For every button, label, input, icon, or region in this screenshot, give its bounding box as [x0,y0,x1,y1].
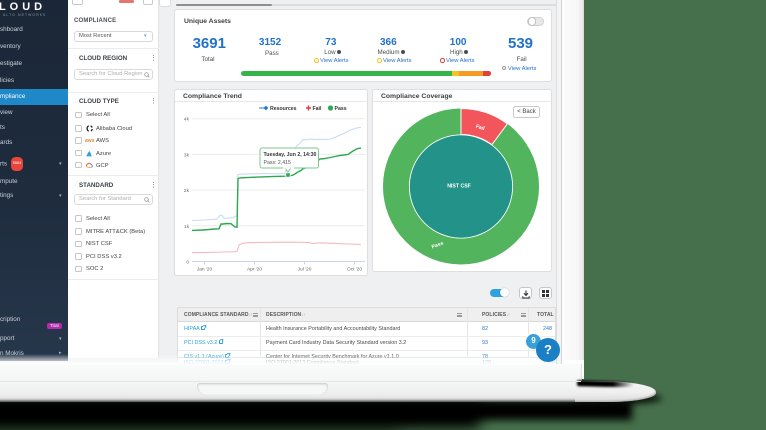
svg-text:Pass: Pass [431,241,445,251]
svg-text:4k: 4k [184,117,190,123]
svg-text:Resources: Resources [270,106,297,112]
svg-text:NIST CSF: NIST CSF [447,183,471,189]
svg-text:Apr '20: Apr '20 [247,267,262,273]
svg-text:Pass: 2,415: Pass: 2,415 [264,160,292,166]
svg-text:0: 0 [186,260,189,266]
svg-text:3k: 3k [184,152,190,158]
svg-text:1k: 1k [184,224,190,230]
svg-text:Oct '20: Oct '20 [347,267,362,273]
svg-text:Pass: Pass [335,106,347,112]
svg-text:Fail: Fail [313,106,322,112]
svg-text:Jan '20: Jan '20 [197,267,213,273]
svg-text:Tuesday, Jun 2, 14:30: Tuesday, Jun 2, 14:30 [264,152,317,158]
svg-text:Fail: Fail [475,124,486,133]
svg-text:Jul '20: Jul '20 [298,267,312,273]
svg-text:2k: 2k [184,188,190,194]
